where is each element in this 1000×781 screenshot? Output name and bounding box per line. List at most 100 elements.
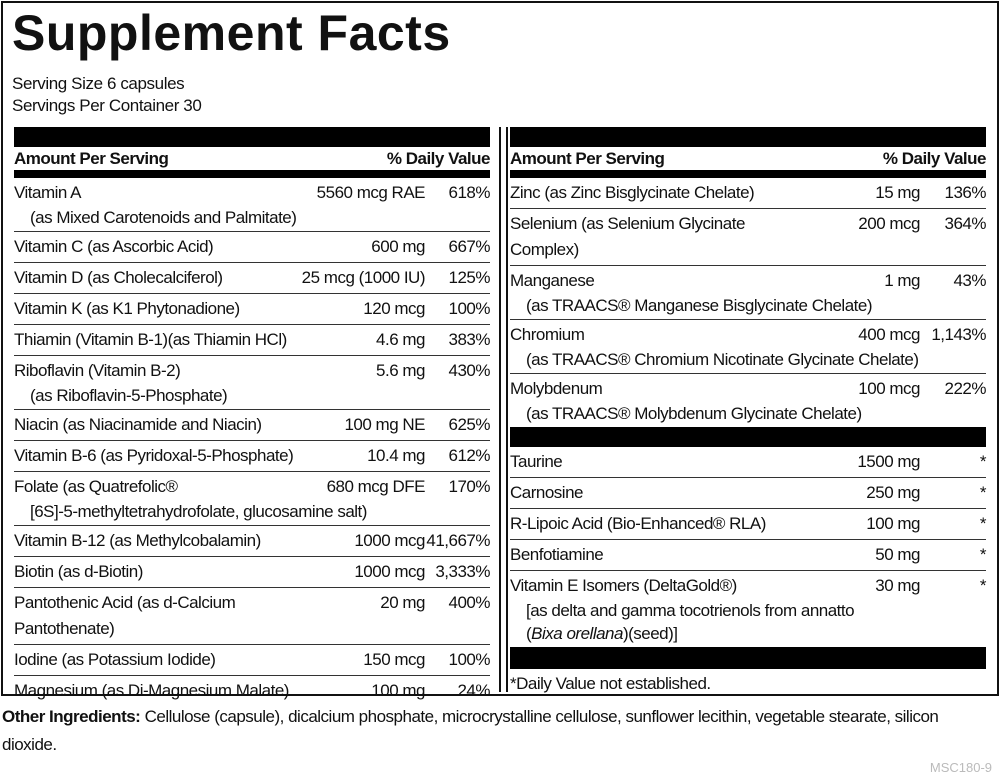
nutrient-list: Vitamin A 5560 mcg RAE 618% (as Mixed Carot…: [14, 178, 491, 706]
nutrient-amount: 200 mcg: [858, 214, 920, 233]
nutrient-row: Taurine 1500 mg *: [510, 447, 987, 478]
nutrient-amount: 400 mcg: [858, 325, 920, 344]
nutrient-daily-value: 222%: [944, 379, 987, 398]
nutrient-row: Vitamin D (as Cholecalciferol) 25 mcg (10…: [14, 263, 491, 294]
nutrient-daily-value: 618%: [448, 183, 491, 202]
nutrient-daily-value: *: [979, 514, 987, 533]
column-header: Amount Per Serving % Daily Value: [510, 147, 987, 178]
nutrient-row: Vitamin B-12 (as Methylcobalamin) 1000 mc…: [14, 526, 491, 557]
nutrient-amount: 600 mg: [371, 237, 425, 256]
nutrient-row: Riboflavin (Vitamin B-2) 5.6 mg 430% (as Ri…: [14, 356, 491, 410]
nutrient-daily-value: 41,667%: [426, 531, 490, 550]
nutrient-row: Selenium (as Selenium Glycinate Complex)…: [510, 209, 987, 266]
nutrient-row: Molybdenum 100 mcg 222% (as TRAACS® Molybde…: [510, 374, 987, 427]
nutrient-row: R-Lipoic Acid (Bio-Enhanced® RLA) 100 mg *: [510, 509, 987, 540]
nutrient-source: (as TRAACS® Molybdenum Glycinate Chelate…: [526, 404, 862, 423]
nutrient-name: Thiamin (Vitamin B-1)(as Thiamin HCl): [14, 330, 287, 349]
serving-size: Serving Size 6 capsules: [12, 74, 185, 93]
other-ingredients-label: Other Ingredients:: [2, 707, 141, 726]
nutrient-name: Vitamin C (as Ascorbic Acid): [14, 237, 214, 256]
amount-header: Amount Per Serving: [14, 149, 169, 168]
nutrient-amount: 50 mg: [875, 545, 920, 564]
nutrient-row: Vitamin A 5560 mcg RAE 618% (as Mixed Carot…: [14, 178, 491, 232]
nutrient-name: Carnosine: [510, 483, 584, 502]
nutrient-daily-value: 125%: [448, 268, 491, 287]
nutrient-row: Vitamin B-6 (as Pyridoxal-5-Phosphate) 10…: [14, 441, 491, 472]
nutrient-row: Benfotiamine 50 mg *: [510, 540, 987, 571]
column-header: Amount Per Serving % Daily Value: [14, 147, 491, 178]
nutrient-daily-value: *: [979, 452, 987, 471]
nutrient-row: Iodine (as Potassium Iodide) 150 mcg 100%: [14, 645, 491, 676]
nutrient-name: Vitamin B-6 (as Pyridoxal-5-Phosphate): [14, 446, 294, 465]
nutrient-amount: 1500 mg: [857, 452, 920, 471]
nutrient-daily-value: 170%: [448, 477, 491, 496]
nutrient-row: Biotin (as d-Biotin) 1000 mcg 3,333%: [14, 557, 491, 588]
nutrient-source: (as Riboflavin-5-Phosphate): [30, 386, 228, 405]
nutrient-daily-value: *: [979, 545, 987, 564]
label-title: Supplement Facts: [12, 5, 451, 61]
nutrient-amount: 100 mcg: [858, 379, 920, 398]
other-ingredient-list: Taurine 1500 mg * Carnosine 250 mg * R-Lipoic …: [510, 447, 987, 647]
amount-header: Amount Per Serving: [510, 149, 665, 168]
nutrient-name: Vitamin D (as Cholecalciferol): [14, 268, 223, 287]
nutrient-name: Pantothenic Acid (as d-Calcium Pantothen…: [14, 593, 236, 638]
nutrient-name: Niacin (as Niacinamide and Niacin): [14, 415, 262, 434]
nutrient-daily-value: 364%: [944, 214, 987, 233]
nutrient-row: Niacin (as Niacinamide and Niacin) 100 mg…: [14, 410, 491, 441]
nutrient-row: Vitamin K (as K1 Phytonadione) 120 mcg 100…: [14, 294, 491, 325]
divider-bar: [510, 427, 986, 447]
nutrient-name: Manganese: [510, 271, 595, 290]
nutrient-source-line2: (Bixa orellana)(seed)]: [510, 622, 986, 645]
dv-header: % Daily Value: [882, 149, 987, 168]
right-nutrient-panel: Amount Per Serving % Daily Value Zinc (a…: [510, 127, 987, 699]
nutrient-daily-value: 612%: [448, 446, 491, 465]
column-divider: [499, 127, 508, 692]
botanical-name: Bixa orellana: [531, 624, 623, 643]
nutrient-amount: 100 mg: [371, 681, 425, 700]
nutrient-name: Biotin (as d-Biotin): [14, 562, 143, 581]
nutrient-row: Vitamin E Isomers (DeltaGold®) 30 mg * [as …: [510, 571, 987, 647]
nutrient-source: (as Mixed Carotenoids and Palmitate): [30, 208, 297, 227]
nutrient-amount: 15 mg: [875, 183, 920, 202]
nutrient-name: Vitamin B-12 (as Methylcobalamin): [14, 531, 261, 550]
nutrient-amount: 25 mcg (1000 IU): [301, 268, 426, 287]
nutrient-row: Magnesium (as Di-Magnesium Malate) 100 mg…: [14, 676, 491, 706]
dv-header: % Daily Value: [386, 149, 491, 168]
nutrient-row: Pantothenic Acid (as d-Calcium Pantothen…: [14, 588, 491, 645]
nutrient-daily-value: 3,333%: [435, 562, 490, 581]
nutrient-daily-value: 667%: [448, 237, 491, 256]
nutrient-amount: 150 mcg: [363, 650, 425, 669]
nutrient-amount: 120 mcg: [363, 299, 425, 318]
nutrient-daily-value: 24%: [457, 681, 490, 700]
nutrient-list: Zinc (as Zinc Bisglycinate Chelate) 15 mg…: [510, 178, 987, 427]
nutrient-row: Manganese 1 mg 43% (as TRAACS® Manganese Bi…: [510, 266, 987, 320]
nutrient-daily-value: *: [979, 576, 987, 595]
nutrient-name: Chromium: [510, 325, 585, 344]
nutrient-amount: 680 mcg DFE: [326, 477, 426, 496]
facts-panel-border: [1, 1, 999, 696]
left-nutrient-panel: Amount Per Serving % Daily Value Vitamin…: [14, 127, 491, 706]
nutrient-amount: 1 mg: [884, 271, 920, 290]
nutrient-amount: 20 mg: [380, 593, 425, 612]
nutrient-name: R-Lipoic Acid (Bio-Enhanced® RLA): [510, 514, 766, 533]
nutrient-amount: 100 mg NE: [344, 415, 425, 434]
nutrient-name: Folate (as Quatrefolic®: [14, 477, 178, 496]
nutrient-amount: 4.6 mg: [376, 330, 425, 349]
other-ingredients: Other Ingredients: Cellulose (capsule), …: [2, 703, 962, 759]
source-prefix: (: [526, 624, 532, 643]
nutrient-amount: 100 mg: [866, 514, 920, 533]
nutrient-name: Riboflavin (Vitamin B-2): [14, 361, 181, 380]
nutrient-daily-value: 100%: [448, 299, 491, 318]
nutrient-name: Benfotiamine: [510, 545, 604, 564]
nutrient-daily-value: 136%: [944, 183, 987, 202]
nutrient-daily-value: *: [979, 483, 987, 502]
nutrient-amount: 250 mg: [866, 483, 920, 502]
nutrient-source: (as TRAACS® Chromium Nicotinate Glycinat…: [526, 350, 919, 369]
nutrient-name: Zinc (as Zinc Bisglycinate Chelate): [510, 183, 755, 202]
footnote: *Daily Value not established.: [510, 674, 711, 693]
nutrient-source: (as TRAACS® Manganese Bisglycinate Chela…: [526, 296, 873, 315]
nutrient-amount: 5.6 mg: [376, 361, 425, 380]
nutrient-name: Vitamin E Isomers (DeltaGold®): [510, 576, 737, 595]
servings-per-container: Servings Per Container 30: [12, 96, 202, 115]
